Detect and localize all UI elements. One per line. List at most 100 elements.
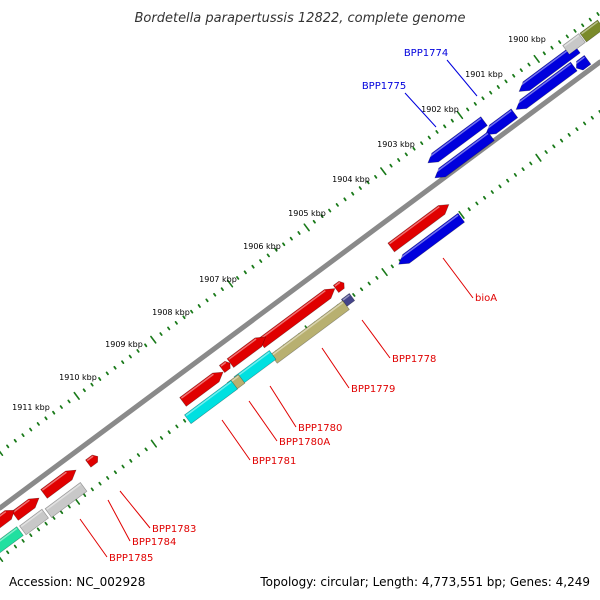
- minor-tick: [36, 527, 41, 532]
- gene-BPP1774: [517, 43, 581, 92]
- minor-tick: [52, 410, 56, 415]
- minor-tick: [375, 275, 379, 280]
- minor-tick: [481, 96, 485, 101]
- minor-tick: [482, 195, 487, 200]
- minor-tick: [328, 208, 332, 213]
- major-tick: [226, 279, 234, 288]
- minor-tick: [205, 298, 209, 303]
- minor-tick: [44, 416, 48, 421]
- major-tick: [458, 210, 465, 219]
- gene-blue-small: [483, 108, 519, 136]
- major-tick: [73, 391, 80, 400]
- label-leader-line: [221, 419, 251, 461]
- major-tick: [533, 54, 540, 63]
- map-title: Bordetella parapertussis 12822, complete…: [135, 11, 466, 26]
- minor-tick: [21, 433, 25, 438]
- minor-tick: [6, 444, 10, 449]
- gene-BPP1779-red: [257, 288, 336, 349]
- kbp-label: 1911 kbp: [12, 403, 50, 412]
- gene-label: BPP1779: [351, 384, 395, 395]
- minor-tick: [550, 45, 554, 50]
- minor-tick: [44, 521, 48, 526]
- kbp-label: 1905 kbp: [288, 209, 326, 218]
- gene-red-edge: [0, 509, 15, 531]
- minor-tick: [504, 79, 508, 84]
- gene-label: BPP1774: [404, 48, 448, 59]
- minor-tick: [36, 422, 40, 426]
- minor-tick: [343, 197, 347, 202]
- gene-blue-tip: [574, 54, 592, 71]
- minor-tick: [527, 62, 531, 67]
- minor-tick: [351, 191, 355, 196]
- major-tick: [150, 439, 157, 448]
- minor-tick: [489, 90, 493, 95]
- minor-tick: [159, 332, 163, 336]
- label-leader-line: [107, 499, 131, 542]
- minor-tick: [29, 427, 33, 432]
- minor-tick: [167, 430, 171, 435]
- minor-tick: [473, 102, 477, 106]
- gene-label: BPP1778: [392, 354, 436, 365]
- gene-bioA: [387, 204, 450, 253]
- pseudogene-feature: [562, 33, 586, 55]
- major-tick: [303, 223, 310, 232]
- gene-BPP1784: [11, 497, 40, 521]
- label-leader-line: [248, 400, 278, 442]
- kbp-label: 1909 kbp: [105, 340, 143, 349]
- minor-tick: [496, 85, 500, 89]
- kbp-labels: 1900 kbp 1901 kbp 1902 kbp 1903 kbp 1904 kbp…: [12, 35, 546, 412]
- minor-tick: [443, 124, 447, 129]
- major-tick: [0, 450, 4, 457]
- minor-tick: [358, 186, 362, 190]
- minor-tick: [466, 107, 470, 112]
- minor-tick: [420, 141, 424, 146]
- gene-label: BPP1784: [132, 537, 176, 548]
- feature-olive-dark: [579, 19, 600, 43]
- minor-tick: [113, 470, 117, 475]
- gene-small-red-2: [218, 360, 231, 374]
- minor-tick: [596, 12, 600, 16]
- kbp-label: 1906 kbp: [243, 242, 281, 251]
- minor-tick: [52, 516, 56, 520]
- minor-tick: [506, 178, 510, 183]
- gene-label: BPP1780: [298, 423, 342, 434]
- gene-BPP1783: [40, 469, 77, 499]
- gene-blue-bioA: [396, 212, 465, 265]
- kbp-label: 1900 kbp: [508, 35, 546, 44]
- minor-tick: [213, 292, 217, 297]
- minor-tick: [83, 493, 87, 498]
- minor-tick: [113, 365, 117, 370]
- minor-tick: [529, 161, 533, 166]
- kbp-label: 1903 kbp: [377, 140, 415, 149]
- feature-BPP1781: [184, 379, 238, 425]
- pseudogene-2: [19, 508, 49, 536]
- kbp-label: 1904 kbp: [332, 175, 370, 184]
- minor-tick: [136, 453, 141, 457]
- minor-tick: [98, 481, 102, 486]
- minor-tick: [251, 264, 255, 269]
- major-tick: [381, 268, 388, 277]
- minor-tick: [128, 354, 132, 359]
- minor-tick: [320, 214, 324, 219]
- minor-tick: [13, 438, 17, 443]
- minor-tick: [583, 121, 587, 126]
- major-tick: [535, 153, 542, 162]
- minor-tick: [106, 476, 110, 480]
- minor-tick: [521, 167, 525, 172]
- minor-tick: [575, 127, 579, 132]
- gene-labels: BPP1774 BPP1775 bioA BPP1778 BPP1779 BPP1780 B…: [79, 48, 497, 564]
- minor-tick: [21, 539, 25, 543]
- minor-tick: [588, 17, 592, 22]
- minor-tick: [512, 73, 516, 78]
- kbp-label: 1907 kbp: [199, 275, 237, 284]
- minor-tick: [167, 326, 171, 331]
- minor-tick: [259, 259, 263, 263]
- gene-label: BPP1785: [109, 553, 153, 564]
- minor-tick: [182, 315, 186, 320]
- minor-tick: [236, 276, 240, 280]
- minor-tick: [427, 135, 431, 140]
- minor-tick: [335, 203, 339, 207]
- minor-tick: [552, 144, 556, 149]
- minor-tick: [359, 287, 364, 292]
- minor-tick: [82, 388, 86, 393]
